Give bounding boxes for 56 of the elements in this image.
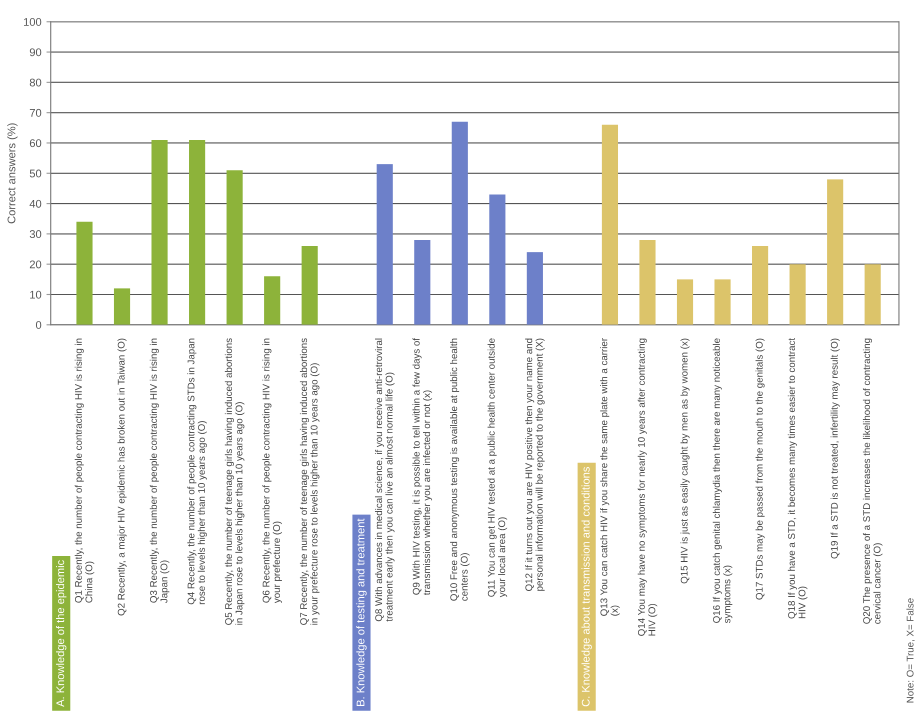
bar	[264, 276, 280, 325]
y-tick-label: 100	[24, 18, 42, 26]
text: A. Knowledge of the epidemic	[56, 560, 66, 707]
bar	[864, 264, 881, 325]
x-tick-label: Q2 Recently, a major HIV epidemic has broken out in Taiwan (O)	[117, 338, 127, 616]
bar	[302, 246, 318, 325]
x-tick-label: Q4 Recently, the number of people contracting STDs in Japan rose to levels higher than 10 years ago (O)	[187, 338, 207, 604]
x-tick-label: Q20 The presence of a STD increases the likelihood of contracting cervical cancer (O)	[862, 338, 882, 624]
bar	[714, 279, 731, 325]
bar	[76, 222, 93, 325]
text: B. Knowledge of testing and treatment	[356, 518, 367, 706]
x-tick-label: Q19 If a STD is not treated, infertility may result (O)	[830, 338, 840, 558]
bar	[376, 164, 393, 325]
x-tick-label: Q16 If you catch genital chlamydia then there are many noticeable symptoms (x)	[712, 338, 732, 624]
x-tick-label: Q13 You can catch HIV if you share the same plate with a carrier (x)	[600, 338, 620, 616]
text: Note: O= True, X= False	[906, 598, 915, 702]
x-tick-label: Q18 If you have a STD, it becomes many times easier to contract HIV (O)	[788, 338, 808, 618]
y-tick-label: 0	[36, 321, 42, 329]
y-tick-label: 30	[30, 230, 42, 238]
bar	[414, 240, 430, 325]
bar	[602, 124, 618, 325]
bar	[452, 122, 468, 325]
x-tick-label: Q17 STDs may be passed from the mouth to the genitals (O)	[756, 338, 765, 600]
x-tick-label: Q9 With HIV testing, it is possible to tell within a few days of transmission whether you are infected or not (x)	[412, 338, 432, 596]
y-tick-label: 20	[30, 260, 42, 268]
x-tick-label: Q10 Free and anonymous testing is available at public health centers (O)	[450, 338, 470, 601]
x-tick-label: Q3 Recently, the number of people contracting HIV is rising in Japan (O)	[150, 338, 170, 603]
y-tick-label: 40	[30, 200, 42, 208]
x-tick-label: Q7 Recently, the number of teenage girls having induced abortions in your prefecture rose to levels higher than 10 years ago (O)	[300, 338, 320, 625]
bar	[226, 170, 243, 325]
bar	[489, 194, 506, 325]
bar	[526, 252, 543, 325]
bar	[827, 179, 844, 325]
y-tick-label: 70	[30, 108, 42, 117]
y-tick-label: 90	[30, 48, 42, 56]
x-tick-label: Q8 With advances in medical science, if you receive anti-retroviral treatment early then you can live an almost normal life (O)	[374, 338, 395, 622]
x-tick-label: Q5 Recently, the number of teenage girls having induced abortions in Japan rose to levels higher than 10 years ago (O)	[224, 338, 244, 625]
bar	[639, 240, 656, 325]
x-tick-label: Q11 You can get HIV tested at a public health center outside your local area (O)	[488, 338, 508, 598]
x-tick-label: Q6 Recently, the number of people contracting HIV is rising in your prefecture (O)	[262, 338, 282, 604]
bar	[676, 279, 694, 325]
bar	[790, 264, 806, 325]
bar	[151, 140, 168, 325]
y-tick-label: 60	[30, 139, 42, 148]
x-tick-label: Q14 You may have no symptoms for nearly 10 years after contracting HIV (O)	[638, 338, 658, 636]
x-tick-label: Q12 If it turns out you are HIV positive then your name and personal information will be reported to the government (X)	[525, 338, 545, 591]
bar	[114, 288, 130, 325]
y-tick-label: 10	[30, 290, 42, 299]
bar	[752, 246, 768, 325]
x-tick-label: Q15 HIV is just as easily caught by men as by women (x)	[680, 338, 690, 584]
text: C. Knowledge about transmission and conditions	[582, 467, 592, 706]
y-tick-label: 50	[30, 170, 42, 178]
y-tick-label: 80	[30, 78, 42, 86]
x-tick-label: Q1 Recently, the number of people contracting HIV is rising in China (O)	[74, 338, 94, 603]
bar	[189, 140, 206, 325]
y-axis-title: Correct answers (%)	[7, 123, 18, 224]
